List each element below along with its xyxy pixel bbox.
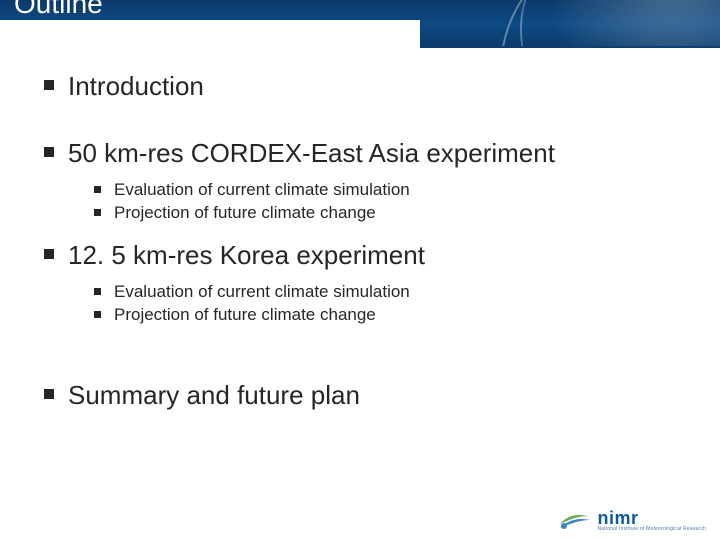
outline-sublist: Evaluation of current climate simulation… bbox=[68, 281, 680, 327]
outline-subitem-label: Projection of future climate change bbox=[114, 203, 376, 222]
outline-item-label: 50 km-res CORDEX-East Asia experiment bbox=[68, 138, 555, 168]
spacer bbox=[40, 229, 680, 239]
logo-text-block: nimr National Institute of Meteorologica… bbox=[598, 509, 707, 532]
outline-subitem-label: Evaluation of current climate simulation bbox=[114, 282, 410, 301]
content-area: Introduction 50 km-res CORDEX-East Asia … bbox=[40, 70, 680, 412]
outline-item-label: Summary and future plan bbox=[68, 380, 360, 410]
outline-item-summary: Summary and future plan bbox=[40, 379, 680, 412]
outline-subitem: Projection of future climate change bbox=[68, 304, 680, 327]
spacer bbox=[40, 103, 680, 137]
outline-item-introduction: Introduction bbox=[40, 70, 680, 103]
footer-logo: nimr National Institute of Meteorologica… bbox=[558, 509, 707, 532]
outline-item-label: Introduction bbox=[68, 71, 204, 101]
logo-swish-icon bbox=[558, 510, 592, 532]
slide-title: Outline bbox=[14, 0, 103, 20]
outline-subitem: Projection of future climate change bbox=[68, 202, 680, 225]
header-cover bbox=[0, 20, 420, 48]
outline-subitem-label: Projection of future climate change bbox=[114, 305, 376, 324]
logo-text: nimr bbox=[598, 509, 707, 527]
outline-list: Introduction 50 km-res CORDEX-East Asia … bbox=[40, 70, 680, 412]
spacer bbox=[40, 331, 680, 379]
outline-item-korea: 12. 5 km-res Korea experiment Evaluation… bbox=[40, 239, 680, 327]
outline-sublist: Evaluation of current climate simulation… bbox=[68, 179, 680, 225]
outline-subitem: Evaluation of current climate simulation bbox=[68, 179, 680, 202]
header-decor-arc-outer bbox=[500, 0, 720, 48]
slide: Outline Introduction 50 km-res CORDEX-Ea… bbox=[0, 0, 720, 540]
logo-subtext: National Institute of Meteorological Res… bbox=[598, 527, 707, 532]
outline-subitem-label: Evaluation of current climate simulation bbox=[114, 180, 410, 199]
outline-item-label: 12. 5 km-res Korea experiment bbox=[68, 240, 425, 270]
header-decor-arc-inner bbox=[520, 0, 720, 48]
outline-subitem: Evaluation of current climate simulation bbox=[68, 281, 680, 304]
outline-item-cordex: 50 km-res CORDEX-East Asia experiment Ev… bbox=[40, 137, 680, 225]
